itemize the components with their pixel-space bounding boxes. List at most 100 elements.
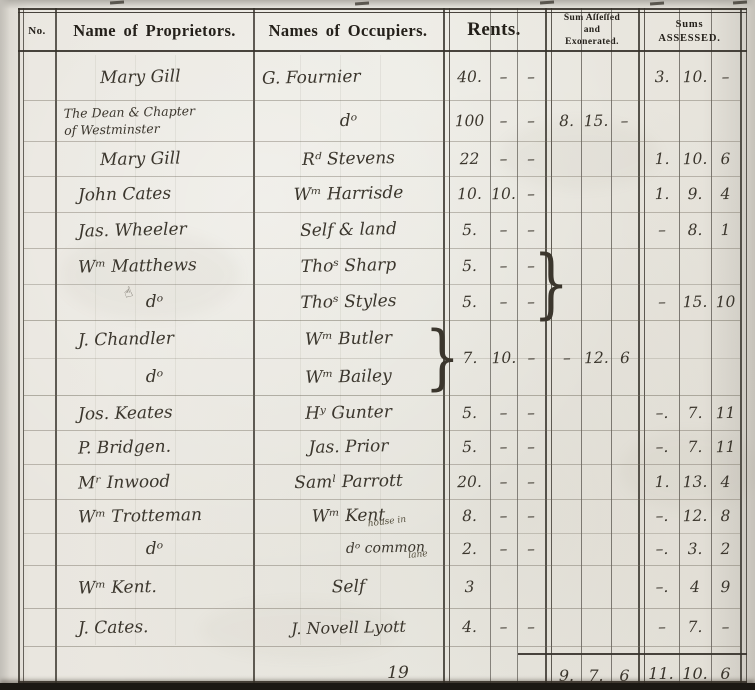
table-row: dᵒ Thoˢ Styles 5. – – –15. 10 — [0, 284, 755, 320]
assessed-pence-cell: 4 — [720, 472, 731, 491]
assessed-pence-cell: 6 — [720, 149, 731, 168]
assessed-pence-cell: 9 — [720, 577, 731, 596]
rent-pounds-cell: 10. — [456, 184, 483, 204]
rent-pounds-cell: 4. — [461, 617, 478, 637]
table-row: Wᵐ Matthews Thoˢ Sharp 5. – – — [0, 248, 755, 284]
column-header-rents: Rents. — [467, 19, 521, 40]
exonerated-shillings-cell — [581, 499, 612, 534]
column-header-no: No. — [28, 25, 46, 37]
rent-shillings-cell: 10. — [490, 184, 517, 204]
table-row: The Dean & Chapter of Westminster dᵒ 100– –… — [0, 100, 755, 141]
exonerated-pounds-cell — [552, 53, 582, 101]
exonerated-pounds-cell — [552, 176, 582, 213]
table-row: John Cates Wᵐ Harrisde 10. 10. –1. 9. 4 — [0, 176, 755, 212]
header-line: and — [583, 25, 601, 36]
exonerated-pounds-cell — [552, 284, 582, 321]
exonerated-shillings-cell — [581, 533, 612, 566]
column-header-sums-assessed: Sums ASSESSED. — [639, 15, 740, 49]
table-row: Jas. Wheeler Self & land 5. – – –8. 1 — [0, 212, 755, 248]
rent-pence-cell: – — [526, 506, 536, 526]
assessed-pounds-cell — [645, 320, 680, 359]
rent-shillings-cell — [490, 358, 518, 396]
exonerated-pounds-cell — [552, 395, 582, 431]
assessed-pence-cell: 4 — [720, 184, 731, 204]
exonerated-pence-cell — [611, 565, 639, 609]
occupier-cell: Wᵐ Butler — [304, 328, 393, 350]
assessed-pence-cell: 8 — [720, 506, 731, 526]
table-row: dᵒ dᵒ common 2. – – –. 3. 2 — [0, 533, 755, 565]
rent-shillings-cell: – — [499, 111, 508, 130]
proprietor-cell: P. Bridgen. — [77, 436, 172, 459]
rent-shillings-cell: – — [499, 292, 508, 312]
occupier-cell: Rᵈ Stevens — [301, 147, 396, 170]
assessed-pence-cell — [711, 100, 741, 142]
table-row: Wᵐ Trotteman Wᵐ Kent 8. – – –. 12. 8 — [0, 499, 755, 533]
exonerated-pounds-cell — [552, 141, 582, 177]
rent-pence-cell: – — [526, 403, 536, 422]
exonerated-pence-cell — [611, 53, 639, 101]
proprietor-cell: dᵒ — [145, 538, 164, 560]
exonerated-pounds-cell — [552, 533, 582, 566]
page-edge-left — [0, 0, 10, 690]
proprietor-cell: Mʳ Inwood — [77, 471, 171, 494]
proprietor-cell: dᵒ — [145, 366, 164, 387]
assessed-pence-cell: – — [721, 67, 730, 86]
exonerated-shillings-cell — [581, 248, 612, 285]
rent-shillings-cell: – — [499, 472, 508, 491]
exonerated-shillings-cell — [581, 284, 612, 321]
table-row: J. Chandler Wᵐ Butler 7. 10. – –12. 6 — [0, 320, 755, 367]
exonerated-shillings-cell — [581, 212, 612, 249]
assessed-pounds-cell — [645, 248, 680, 285]
proprietor-cell: Wᵐ Kent. — [77, 576, 158, 599]
assessed-pounds-cell: – — [657, 220, 667, 240]
table-row: Jos. Keates Hʸ Gunter 5. – – –. 7. 11 — [0, 395, 755, 430]
rent-pence-cell: – — [526, 149, 536, 168]
proprietor-cell: Wᵐ Trotteman — [77, 505, 203, 528]
assessed-shillings-cell: 10. — [682, 149, 708, 168]
exonerated-pence-cell — [611, 395, 639, 431]
rent-pence-cell: – — [526, 184, 536, 204]
total-assessed-pence: 6 — [720, 663, 731, 683]
rent-pence-cell: – — [526, 256, 536, 276]
assessed-pence-cell — [711, 320, 741, 359]
assessed-shillings-cell: 7. — [687, 403, 703, 422]
exonerated-pounds-cell — [552, 565, 582, 609]
occupier-cell: Thoˢ Styles — [300, 290, 397, 314]
column-header-sum-assessed-exonerated: Sum Aſſeſſed and Exonerated. — [546, 11, 638, 51]
exonerated-pence-cell — [611, 141, 639, 177]
header-line: ASSESSED. — [658, 33, 721, 44]
rent-pence-cell: – — [526, 617, 536, 637]
proprietor-cell: Mary Gill — [99, 65, 181, 88]
exonerated-shillings-cell — [581, 395, 612, 431]
exonerated-shillings-cell — [581, 565, 612, 609]
rent-shillings-cell: – — [499, 539, 508, 559]
assessed-pounds-cell: – — [657, 292, 667, 312]
assessed-shillings-cell: 3. — [687, 539, 703, 559]
proprietor-cell: Wᵐ Matthews — [77, 255, 197, 278]
exonerated-pounds-cell — [552, 464, 582, 500]
rent-shillings-cell: – — [499, 149, 508, 168]
exonerated-pence-cell — [611, 212, 639, 249]
exonerated-pence-cell — [611, 176, 639, 213]
exonerated-pounds-cell — [552, 358, 582, 396]
exonerated-shillings-cell: 15. — [583, 111, 609, 130]
assessed-shillings-cell: 12. — [682, 506, 708, 526]
assessed-shillings-cell: 10. — [682, 67, 708, 86]
assessed-shillings-cell: 7. — [687, 437, 703, 457]
page-edge-right — [746, 0, 755, 690]
assessed-shillings-cell — [679, 320, 712, 359]
assessed-pounds-cell — [645, 358, 680, 396]
rent-pounds-cell: 5. — [461, 403, 478, 422]
exonerated-pence-cell — [611, 358, 639, 396]
rent-shillings-cell: – — [499, 506, 508, 526]
rent-pence-cell: – — [526, 67, 536, 86]
grid-line-horizontal — [518, 653, 747, 655]
occupier-cell: G. Fournier — [261, 66, 361, 89]
rent-pence-cell: – — [526, 539, 536, 559]
exonerated-shillings-cell — [581, 176, 612, 213]
table-row: dᵒ Wᵐ Bailey — [0, 358, 755, 395]
rent-shillings-cell: – — [499, 403, 508, 422]
table-row: Mary Gill G. Fournier 40. – –3. 10. – — [0, 53, 755, 100]
exonerated-pence-cell — [611, 284, 639, 321]
exonerated-pence-cell — [611, 464, 639, 500]
